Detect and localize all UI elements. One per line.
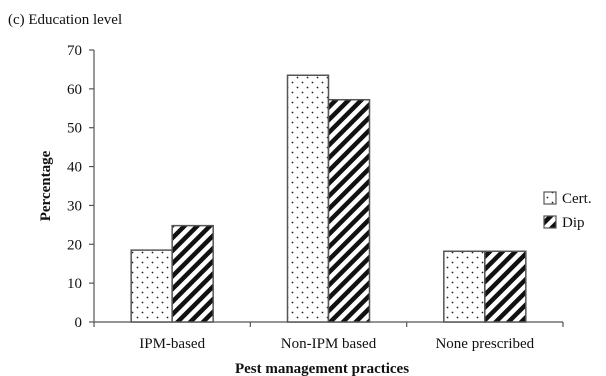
y-tick-label: 20 bbox=[67, 237, 82, 253]
chart-title: (c) Education level bbox=[8, 12, 122, 28]
x-axis: IPM-based Non-IPM based None prescribed bbox=[93, 321, 564, 352]
legend-swatch bbox=[543, 191, 557, 205]
bars bbox=[130, 74, 527, 323]
x-tick-label: Non-IPM based bbox=[281, 336, 377, 352]
legend: Cert. Dip bbox=[543, 191, 592, 231]
x-tick-label: IPM-based bbox=[139, 336, 205, 352]
bar-dip-2 bbox=[484, 250, 527, 323]
y-tick-label: 30 bbox=[67, 198, 82, 214]
y-tick-label: 0 bbox=[75, 315, 83, 331]
y-axis-label: Percentage bbox=[38, 150, 54, 221]
y-tick-label: 70 bbox=[67, 43, 82, 59]
y-tick-label: 40 bbox=[67, 160, 82, 176]
y-tick-label: 50 bbox=[67, 121, 82, 137]
legend-label: Dip bbox=[562, 215, 585, 231]
bar-cert-0 bbox=[130, 249, 173, 323]
y-axis: 0 10 20 30 40 50 60 70 bbox=[67, 43, 95, 331]
bar-cert-2 bbox=[443, 250, 486, 323]
legend-swatch bbox=[543, 215, 557, 229]
bar-cert-1 bbox=[286, 74, 330, 323]
y-tick-label: 60 bbox=[67, 82, 82, 98]
y-tick-label: 10 bbox=[67, 276, 82, 292]
x-tick-label: None prescribed bbox=[435, 336, 534, 352]
bar-dip-0 bbox=[171, 224, 214, 323]
x-axis-label: Pest management practices bbox=[235, 361, 409, 376]
legend-label: Cert. bbox=[562, 191, 592, 207]
bar-dip-1 bbox=[327, 98, 371, 323]
